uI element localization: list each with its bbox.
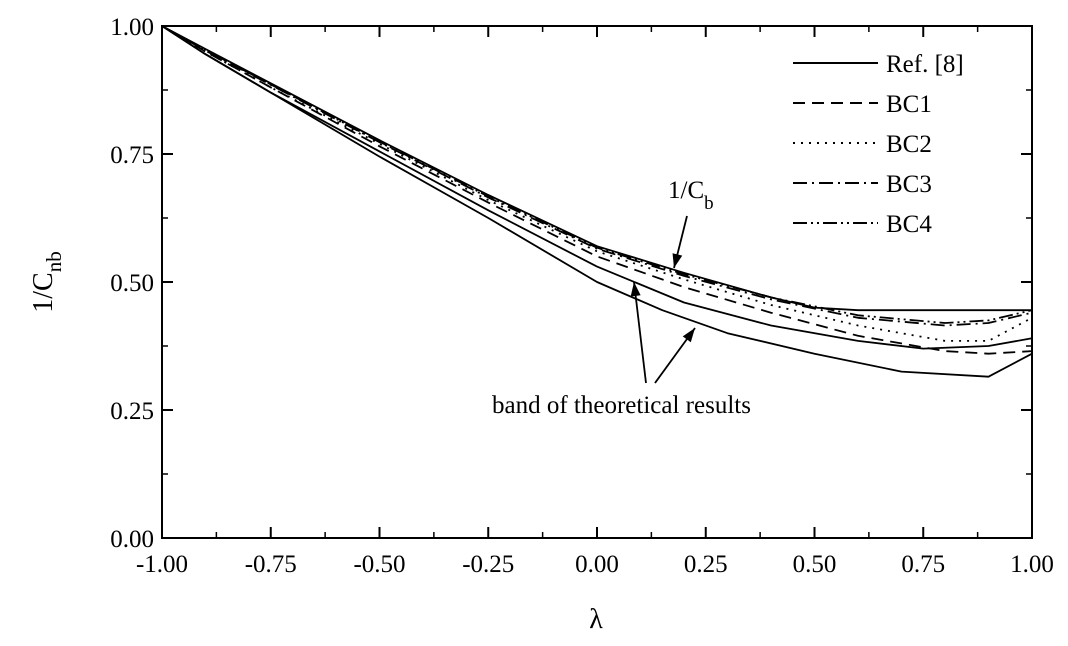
legend-label: BC3 xyxy=(886,171,932,198)
band-boundary-line-5 xyxy=(161,25,1033,350)
x-tick-label: 0.00 xyxy=(575,551,619,578)
y-tick-label: 1.00 xyxy=(110,14,154,41)
arrow-cb-head xyxy=(672,253,683,268)
x-tick-label: 0.50 xyxy=(793,551,837,578)
series-lines xyxy=(161,25,1033,378)
y-tick-label: 0.00 xyxy=(110,526,154,553)
x-tick-label: -0.25 xyxy=(462,551,514,578)
series-line-bc4 xyxy=(161,25,1033,324)
y-axis-title: 1/Cnb xyxy=(28,251,66,312)
x-tick-label: 0.25 xyxy=(684,551,728,578)
arrow-band-lower-head xyxy=(682,328,695,343)
y-tick-label: 0.50 xyxy=(110,270,154,297)
annotations: 1/Cb band of theoretical results xyxy=(492,177,751,419)
annotation-band: band of theoretical results xyxy=(492,392,751,419)
series-line-bc2 xyxy=(161,25,1033,342)
y-tick-label: 0.75 xyxy=(110,142,154,169)
x-tick-label: -0.50 xyxy=(353,551,405,578)
arrow-band-upper xyxy=(633,281,647,384)
series-line-bc1 xyxy=(161,25,1033,355)
x-tick-label: 0.75 xyxy=(901,551,945,578)
x-tick-label: 1.00 xyxy=(1010,551,1054,578)
axis-ticks: -1.00 -0.75 -0.50 -0.25 0.00 0.25 0.50 0.75 1.00… xyxy=(110,14,1054,578)
legend: Ref. [8] BC1 BC2 BC3 BC4 xyxy=(793,51,964,238)
legend-label: Ref. [8] xyxy=(886,51,964,78)
series-line-ref-8 xyxy=(161,25,1033,378)
legend-label: BC4 xyxy=(886,211,932,238)
y-tick-label: 0.25 xyxy=(110,398,154,425)
legend-label: BC2 xyxy=(886,131,932,158)
x-axis-title: λ xyxy=(589,604,603,635)
annotation-cb: 1/Cb xyxy=(668,177,714,214)
x-tick-label: -1.00 xyxy=(136,551,188,578)
x-tick-label: -0.75 xyxy=(245,551,297,578)
series-line-bc3 xyxy=(161,25,1033,327)
arrow-band-upper-head xyxy=(630,282,641,297)
legend-label: BC1 xyxy=(886,91,932,118)
band-boundary-line-6 xyxy=(161,25,1032,312)
